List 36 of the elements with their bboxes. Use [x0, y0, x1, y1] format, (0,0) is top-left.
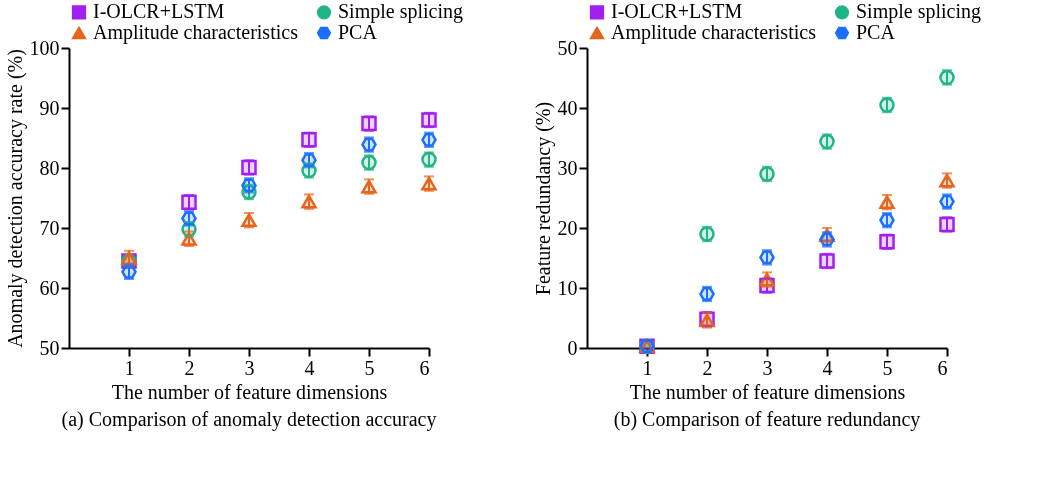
x-tick-label: 6 [419, 356, 430, 379]
x-tick-label: 1 [124, 356, 135, 379]
x-axis-title: The number of feature dimensions [111, 380, 388, 403]
legend-label: Simple splicing [856, 0, 981, 24]
text: (b) Comparison of feature redundancy [613, 408, 921, 431]
x-tick-label: 5 [882, 356, 893, 379]
x-tick-label: 6 [937, 356, 948, 379]
text: (a) Comparison of anomaly detection accuracy [61, 408, 437, 431]
y-tick-label: 20 [557, 216, 578, 239]
y-axis-title: Feature redundancy (%) [531, 101, 555, 296]
y-tick-label: 30 [557, 156, 578, 179]
legend-label: Amplitude characteristics [93, 21, 299, 44]
x-axis-title: The number of feature dimensions [629, 380, 906, 403]
y-tick-label: 0 [567, 336, 578, 359]
x-tick-label: 3 [762, 356, 773, 379]
y-axis-title: Anomaly detection accuracy rate (%) [3, 49, 27, 348]
x-tick-label: 4 [822, 356, 833, 379]
legend-label: I-OLCR+LSTM [93, 0, 225, 23]
y-tick-label: 60 [39, 276, 60, 299]
y-tick-label: 50 [39, 336, 60, 359]
y-tick-label: 70 [39, 216, 60, 239]
x-tick-label: 5 [364, 356, 375, 379]
y-tick-label: 80 [39, 156, 60, 179]
x-tick-label: 1 [642, 356, 653, 379]
legend-label: Simple splicing [338, 0, 463, 24]
y-tick-label: 90 [39, 96, 60, 119]
y-tick-label: 40 [557, 96, 578, 119]
y-tick-label: 10 [557, 276, 578, 299]
x-tick-label: 4 [304, 356, 315, 379]
y-tick-label: 100 [29, 36, 60, 59]
x-tick-label: 2 [184, 356, 195, 379]
legend-label: I-OLCR+LSTM [611, 0, 743, 23]
x-tick-label: 3 [244, 356, 255, 379]
x-tick-label: 2 [702, 356, 713, 379]
y-tick-label: 50 [557, 36, 578, 59]
legend-label: Amplitude characteristics [611, 21, 817, 44]
